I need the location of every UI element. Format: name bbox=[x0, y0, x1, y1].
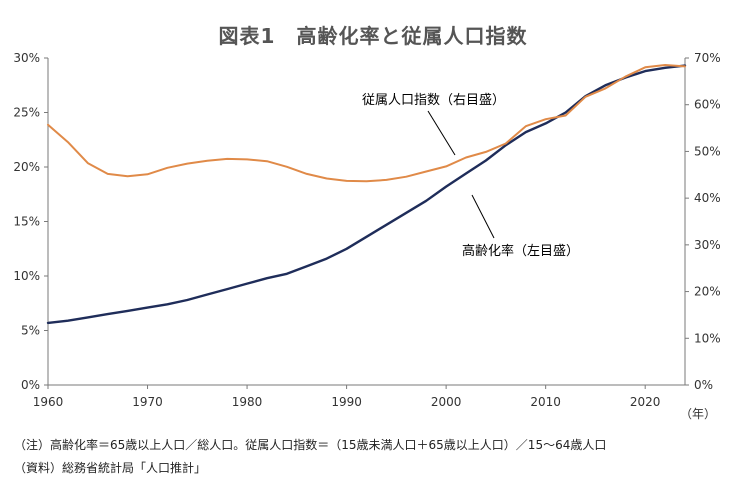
dependency-ratio-line bbox=[47, 64, 686, 183]
x-tick-label: 1970 bbox=[132, 395, 163, 409]
right-y-tick-label: 30% bbox=[694, 238, 721, 252]
x-tick-label: 1980 bbox=[232, 395, 263, 409]
annotation-leader-aging-rate bbox=[471, 194, 495, 239]
right-y-tick-label: 0% bbox=[694, 378, 713, 392]
aging-rate-line bbox=[46, 64, 687, 325]
right-y-tick-label: 70% bbox=[694, 51, 721, 65]
right-y-tick-label: 10% bbox=[694, 331, 721, 345]
left-y-tick-label: 30% bbox=[13, 51, 40, 65]
right-y-tick-label: 40% bbox=[694, 191, 721, 205]
x-tick-label: 2000 bbox=[431, 395, 462, 409]
right-y-tick-label: 20% bbox=[694, 285, 721, 299]
chart-title: 図表1 高齢化率と従属人口指数 bbox=[218, 24, 528, 48]
x-tick-label: 2010 bbox=[530, 395, 561, 409]
right-y-tick-label: 60% bbox=[694, 98, 721, 112]
left-y-tick-label: 15% bbox=[13, 215, 40, 229]
annotation-aging-rate: 高齢化率（左目盛） bbox=[462, 243, 579, 259]
annotation-leader-dependency-ratio bbox=[427, 110, 456, 156]
x-tick-label: 1990 bbox=[331, 395, 362, 409]
annotation-dependency-ratio: 従属人口指数（右目盛） bbox=[362, 93, 505, 108]
left-y-tick-label: 5% bbox=[21, 324, 40, 338]
x-tick-label: 1960 bbox=[33, 395, 64, 409]
left-y-tick-label: 10% bbox=[13, 269, 40, 283]
right-y-tick-label: 50% bbox=[694, 144, 721, 158]
left-y-tick-label: 0% bbox=[21, 378, 40, 392]
x-tick-label: 2020 bbox=[630, 395, 661, 409]
footnote-definition: （注）高齢化率＝65歳以上人口／総人口。従属人口指数＝（15歳未満人口＋65歳以… bbox=[14, 438, 607, 452]
left-y-tick-label: 25% bbox=[13, 106, 40, 120]
footnote-source: （資料）総務省統計局「人口推計」 bbox=[14, 461, 207, 475]
left-y-tick-label: 20% bbox=[13, 160, 40, 174]
x-axis-unit: （年） bbox=[680, 407, 716, 421]
